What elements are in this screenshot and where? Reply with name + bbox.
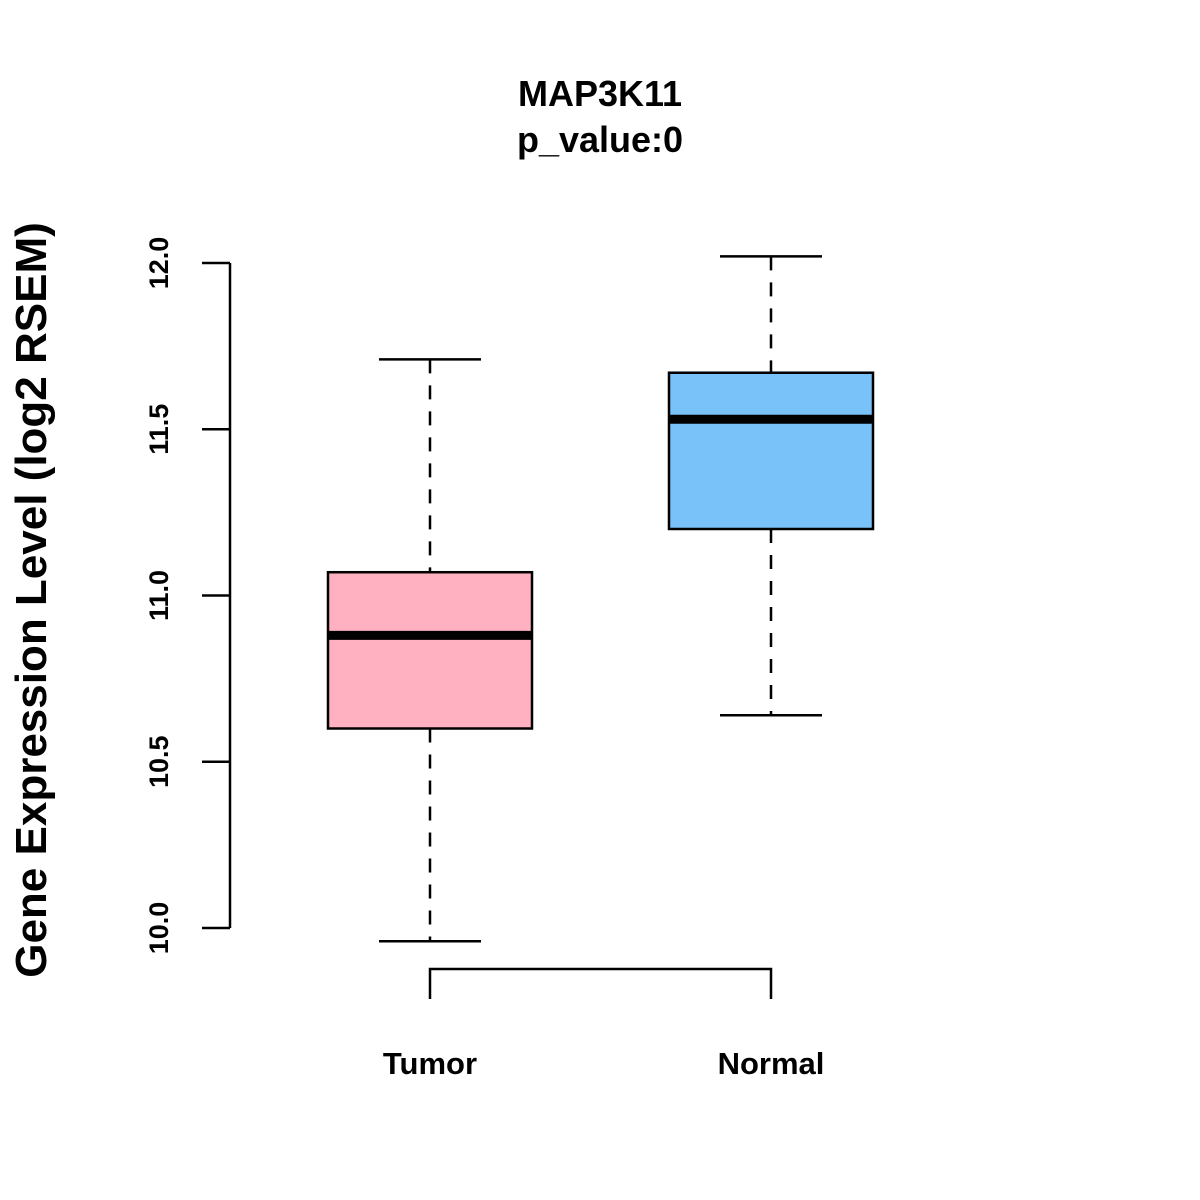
box-tumor: [326, 358, 534, 943]
chart-subtitle: p_value:0: [517, 119, 683, 160]
y-tick-label: 10.0: [144, 902, 174, 955]
y-tick-label: 10.5: [144, 735, 174, 788]
x-category-label-normal: Normal: [718, 1046, 825, 1081]
bracket-line: [428, 967, 773, 999]
iqr-box: [667, 371, 875, 531]
box-normal: [667, 255, 875, 717]
x-category-label-tumor: Tumor: [383, 1046, 477, 1081]
y-tick-label: 12.0: [144, 237, 174, 290]
chart-title: MAP3K11: [518, 73, 682, 114]
y-axis-label: Gene Expression Level (log2 RSEM): [7, 222, 56, 978]
y-tick-label: 11.5: [144, 404, 174, 455]
y-tick-label: 11.0: [144, 570, 174, 621]
comparison-bracket: [428, 967, 773, 999]
boxes-layer: [326, 255, 875, 943]
y-axis: 10.0 10.5 11.0 11.5 12.0: [144, 237, 232, 955]
iqr-box: [326, 570, 534, 730]
x-axis-labels: Tumor Normal: [383, 1046, 824, 1081]
